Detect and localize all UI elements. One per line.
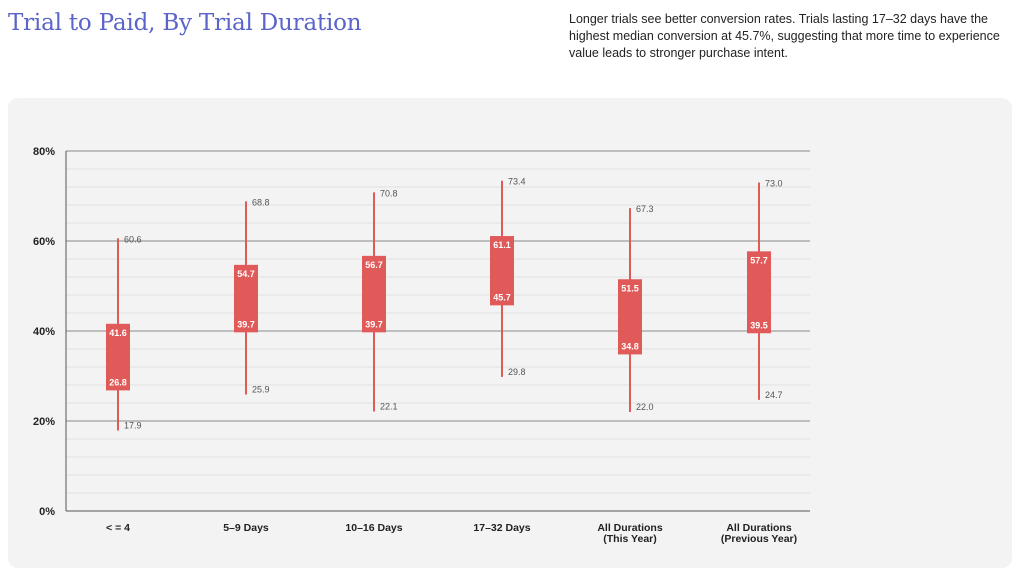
- y-tick-label: 20%: [33, 416, 55, 428]
- box-rect: [490, 236, 514, 306]
- max-label: 73.0: [765, 179, 783, 189]
- x-tick-label: (Previous Year): [721, 533, 797, 545]
- x-tick-label: (This Year): [603, 533, 657, 545]
- max-label: 73.4: [508, 177, 526, 187]
- q3-label: 54.7: [237, 269, 255, 279]
- min-label: 29.8: [508, 367, 526, 377]
- q1-label: 39.7: [237, 319, 255, 329]
- box-group: 73.4 29.8 61.1 45.7: [490, 177, 526, 377]
- chart-panel: [8, 98, 1012, 568]
- x-tick-label: 17–32 Days: [473, 522, 530, 534]
- box-rect: [747, 251, 771, 334]
- x-tick-label: All Durations: [597, 522, 662, 534]
- y-tick-label: 80%: [33, 146, 55, 158]
- q3-label: 56.7: [365, 260, 383, 270]
- max-label: 67.3: [636, 204, 654, 214]
- x-tick-label: < = 4: [106, 522, 130, 534]
- y-tick-label: 40%: [33, 326, 55, 338]
- q1-label: 39.5: [750, 320, 768, 330]
- x-tick-label: 5–9 Days: [223, 522, 269, 534]
- box-rect: [362, 255, 386, 333]
- box-group: 70.8 22.1 56.7 39.7: [362, 188, 398, 412]
- q3-label: 51.5: [621, 283, 639, 293]
- x-tick-label: All Durations: [726, 522, 791, 534]
- q3-label: 61.1: [493, 240, 511, 250]
- q3-label: 41.6: [109, 328, 127, 338]
- box-rect: [618, 279, 642, 355]
- min-label: 22.1: [380, 402, 398, 412]
- y-tick-label: 0%: [39, 506, 55, 518]
- y-tick-label: 60%: [33, 236, 55, 248]
- q1-label: 34.8: [621, 341, 639, 351]
- min-label: 25.9: [252, 384, 270, 394]
- q1-label: 45.7: [493, 292, 511, 302]
- min-label: 22.0: [636, 402, 654, 412]
- box-group: 60.6 17.9 41.6 26.8: [106, 234, 142, 431]
- box-group: 67.3 22.0 51.5 34.8: [618, 204, 654, 412]
- chart-description: Longer trials see better conversion rate…: [569, 12, 1000, 60]
- q1-label: 26.8: [109, 377, 127, 387]
- box-rect: [234, 264, 258, 333]
- box-group: 68.8 25.9 54.7 39.7: [234, 197, 270, 395]
- boxplot-series: 60.6 17.9 41.6 26.8 68.8 25.9 54.7 39.7 70.8 22.1…: [106, 177, 783, 431]
- boxplot-chart: 0% 20% 40% 60% 80% 60.6 17.9 41.6 26.8 68.8 25.9 5…: [33, 146, 810, 545]
- page-title: Trial to Paid, By Trial Duration: [8, 10, 362, 36]
- min-label: 24.7: [765, 390, 783, 400]
- max-label: 70.8: [380, 188, 398, 198]
- x-axis: < = 4 5–9 Days 10–16 Days 17–32 Days All Dur…: [106, 522, 797, 545]
- max-label: 68.8: [252, 197, 270, 207]
- box-group: 73.0 24.7 57.7 39.5: [747, 179, 783, 400]
- max-label: 60.6: [124, 234, 142, 244]
- box-rect: [106, 323, 130, 391]
- q3-label: 57.7: [750, 255, 768, 265]
- y-axis: 0% 20% 40% 60% 80%: [33, 146, 67, 518]
- q1-label: 39.7: [365, 319, 383, 329]
- min-label: 17.9: [124, 420, 142, 430]
- x-tick-label: 10–16 Days: [345, 522, 402, 534]
- grid-lines: [66, 150, 810, 512]
